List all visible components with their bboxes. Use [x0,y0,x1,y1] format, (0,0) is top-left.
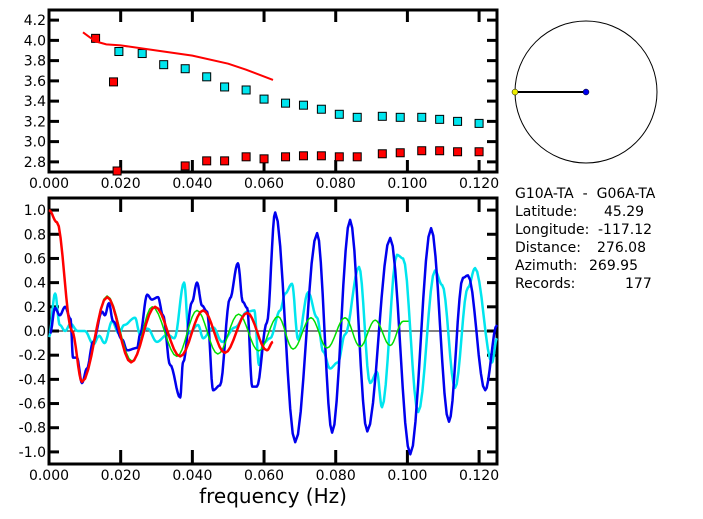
data-point-cyan [316,104,326,114]
x-tick-label: 0.080 [316,176,356,192]
data-point-red [316,151,326,161]
dispersion-curve-red [82,31,274,81]
data-point-red [453,147,463,157]
data-point-cyan [180,64,190,74]
y-tick-label: -1.0 [19,445,46,461]
coherence-plot: 0.000 0.020 0.040 0.060 0.080 0.100 0.120 -1.0 -… [19,196,499,484]
y-tick-label: 0.8 [24,227,46,243]
data-point-red [474,147,484,157]
station-dot-yellow [511,88,519,96]
y-tick-label: 4.2 [24,13,46,29]
data-point-red [334,152,344,162]
y-tick-label: -0.4 [19,372,46,388]
x-tick-label: 0.120 [459,468,499,484]
x-tick-label: 0.000 [29,468,69,484]
data-point-cyan [298,100,308,110]
series-line-green [48,209,409,383]
y-tick-label: -0.2 [19,348,46,364]
data-point-cyan [334,109,344,119]
info-distance-label: Distance: [515,240,581,256]
series-line-cyan [47,253,499,414]
y-tick-label: 0.2 [24,300,46,316]
data-point-cyan [395,112,405,122]
x-axis-label: frequency (Hz) [199,484,347,508]
y-tick-label: 2.8 [24,155,46,171]
y-tick-label: 3.4 [24,94,46,110]
x-tick-label: 0.040 [172,468,212,484]
x-tick-label: 0.060 [244,176,284,192]
data-point-red [220,156,230,166]
x-tick-label: 0.020 [101,176,141,192]
series-line-blue [49,211,499,456]
x-tick-label: 0.100 [387,176,427,192]
station-dot-blue [582,88,590,96]
data-point-red [352,152,362,162]
data-point-cyan [435,114,445,124]
data-point-red [298,151,308,161]
data-point-cyan [114,47,124,57]
data-point-cyan [417,112,427,122]
y-tick-label: 0.4 [24,276,46,292]
series-line-red [48,208,274,384]
info-azimuth-label: Azimuth: [515,258,578,274]
data-point-cyan [377,111,387,121]
data-point-red [259,154,269,164]
x-tick-label: 0.020 [101,468,141,484]
x-tick-label: 0.040 [172,176,212,192]
data-point-red [241,152,251,162]
plot-frame [47,8,499,174]
data-point-cyan [453,116,463,126]
y-tick-label: 4.0 [24,33,46,49]
data-point-red [112,166,122,176]
y-tick-label: 3.2 [24,114,46,130]
phase-velocity-plot: 0.000 0.020 0.040 0.060 0.080 0.100 0.120 2.8 3.… [24,8,499,192]
y-tick-label: -0.6 [19,397,46,413]
x-tick-label: 0.100 [387,468,427,484]
info-latitude-label: Latitude: [515,204,578,220]
data-point-cyan [259,94,269,104]
y-tick-label: 0.6 [24,251,46,267]
info-longitude-value: -117.12 [598,222,653,238]
data-point-cyan [474,118,484,128]
data-point-cyan [220,82,230,92]
data-point-cyan [202,72,212,82]
data-point-red [377,149,387,159]
data-point-cyan [281,98,291,108]
info-records-value: 177 [625,276,652,292]
data-point-red [180,161,190,171]
info-distance-value: 276.08 [597,240,646,256]
x-tick-label: 0.080 [316,468,356,484]
azimuth-circle [511,20,658,164]
info-pair: G10A-TA - G06A-TA [515,186,656,202]
y-tick-label: 0.0 [24,324,46,340]
y-tick-label: 3.0 [24,135,46,151]
data-point-cyan [159,60,169,70]
x-tick-label: 0.060 [244,468,284,484]
y-tick-label: 1.0 [24,203,46,219]
x-tick-label: 0.000 [29,176,69,192]
data-point-red [417,146,427,156]
data-point-cyan [137,49,147,59]
y-tick-label: 3.8 [24,54,46,70]
data-point-red [109,77,119,87]
data-point-red [202,156,212,166]
data-point-red [435,146,445,156]
data-point-red [281,152,291,162]
y-tick-label: 3.6 [24,74,46,90]
info-records-label: Records: [515,276,576,292]
data-point-red [395,148,405,158]
data-point-cyan [241,85,251,95]
data-point-cyan [352,112,362,122]
info-latitude-value: 45.29 [604,204,645,220]
info-azimuth-value: 269.95 [589,258,638,274]
x-tick-label: 0.120 [459,176,499,192]
y-tick-label: -0.8 [19,421,46,437]
info-longitude-label: Longitude: [515,222,590,238]
